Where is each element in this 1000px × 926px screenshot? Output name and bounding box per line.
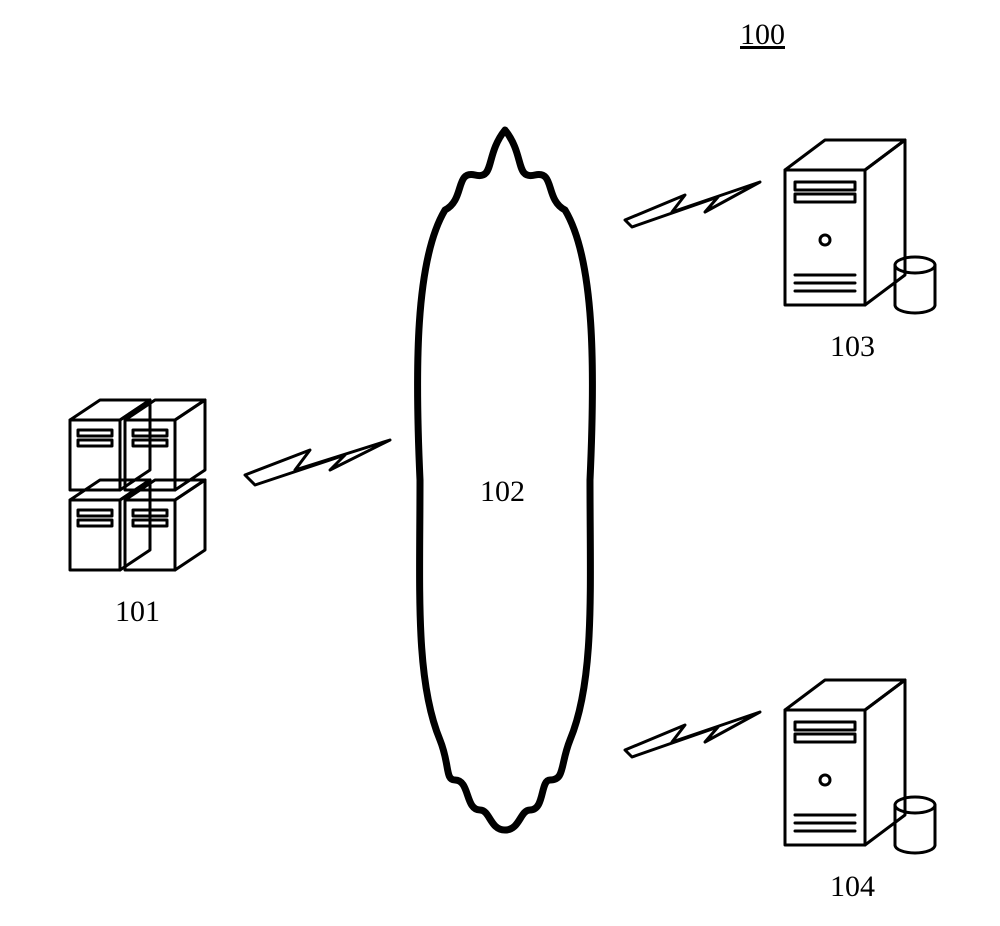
diagram-canvas: 100 102 <box>0 0 1000 926</box>
link-cloud-server-a <box>620 170 770 240</box>
link-cloud-server-b <box>620 700 770 770</box>
server-b-icon <box>770 670 945 865</box>
server-b-label: 104 <box>830 870 875 904</box>
figure-title: 100 <box>740 18 785 52</box>
server-a-icon <box>770 130 945 325</box>
cloud-label: 102 <box>480 475 525 509</box>
link-cluster-cloud <box>240 430 400 500</box>
server-cluster-icon <box>60 380 225 590</box>
server-cluster-label: 101 <box>115 595 160 629</box>
server-a-label: 103 <box>830 330 875 364</box>
